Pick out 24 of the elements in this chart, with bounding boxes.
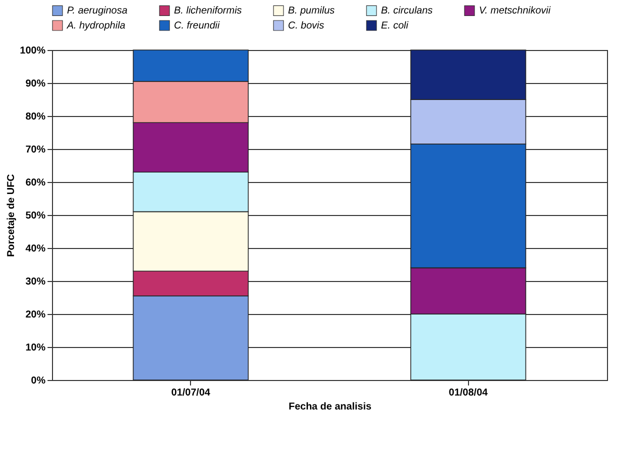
legend-label: P. aeruginosa [67,6,128,17]
y-tick-label: 50% [25,210,46,222]
y-tick-label: 100% [20,46,46,56]
y-tick-label: 80% [25,112,46,122]
x-tick-label: 01/08/04 [448,388,488,398]
legend-label: C. freundii [174,20,220,32]
legend-label: B. licheniformis [174,6,242,17]
legend-label: C. bovis [288,20,324,32]
y-tick-label: 60% [25,178,46,188]
y-tick-label: 40% [25,244,46,254]
x-tick-label: 01/07/04 [171,388,211,398]
y-tick-label: 0% [31,376,46,386]
legend-label: A. hydrophila [66,20,126,32]
x-axis-title: Fecha de analisis [288,402,372,412]
y-tick-label: 10% [25,342,46,354]
y-tick-label: 30% [25,276,46,288]
y-tick-label: 20% [25,310,46,320]
y-tick-label: 70% [25,144,46,156]
legend-label: E. coli [381,20,410,32]
y-axis-title: Porcetaje de UFC [6,174,17,257]
legend-label: V. metschnikovii [479,6,552,17]
y-tick-label: 90% [25,78,46,90]
legend-label: B. circulans [381,6,433,17]
legend-label: B. pumilus [288,6,335,17]
